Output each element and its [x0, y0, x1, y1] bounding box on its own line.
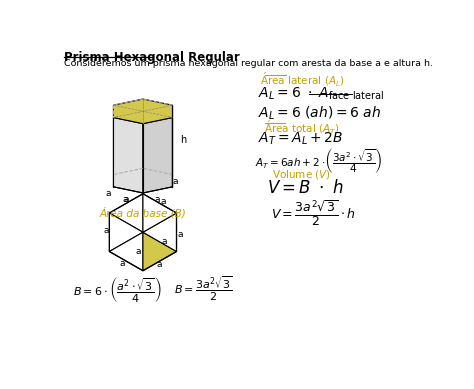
Text: $A_T=6ah+2\cdot\!\left(\dfrac{3a^2\cdot\sqrt{3}}{4}\right)$: $A_T=6ah+2\cdot\!\left(\dfrac{3a^2\cdot\… [255, 146, 383, 175]
Text: Consideremos um prisma hexagonal regular com aresta da base a e altura h.: Consideremos um prisma hexagonal regular… [64, 59, 433, 68]
Text: a: a [103, 226, 109, 235]
Text: a: a [162, 237, 167, 246]
Text: $B=6\cdot\left(\dfrac{a^2\cdot\sqrt{3}}{4}\right)$: $B=6\cdot\left(\dfrac{a^2\cdot\sqrt{3}}{… [73, 275, 162, 303]
Text: $\mathrm{Volume}\ (V)$: $\mathrm{Volume}\ (V)$ [273, 168, 331, 180]
Polygon shape [113, 117, 143, 193]
Text: $A_L = 6\ \cdot\ A_{\mathregular{face\ lateral}}$: $A_L = 6\ \cdot\ A_{\mathregular{face\ l… [258, 86, 384, 102]
Text: a: a [105, 189, 111, 198]
Text: $A_T = A_L + 2B$: $A_T = A_L + 2B$ [258, 131, 343, 147]
Text: $B=\dfrac{3a^2\sqrt{3}}{2}$: $B=\dfrac{3a^2\sqrt{3}}{2}$ [174, 275, 233, 303]
Text: a: a [173, 177, 178, 186]
Text: Prisma Hexagonal Regular: Prisma Hexagonal Regular [64, 51, 240, 64]
Polygon shape [109, 213, 143, 252]
Polygon shape [143, 117, 173, 193]
Text: a: a [157, 260, 163, 269]
Polygon shape [143, 194, 176, 232]
Text: a: a [161, 197, 166, 206]
Text: $V=\dfrac{3a^2\sqrt{3}}{2}\cdot h$: $V=\dfrac{3a^2\sqrt{3}}{2}\cdot h$ [271, 198, 356, 228]
Text: a: a [120, 259, 126, 268]
Text: $\mathrm{\'{A}rea\ total}\ (A_T)$: $\mathrm{\'{A}rea\ total}\ (A_T)$ [264, 118, 339, 136]
Text: a: a [155, 195, 161, 204]
Polygon shape [109, 232, 143, 271]
Text: a: a [177, 230, 183, 239]
Polygon shape [143, 213, 176, 252]
Text: a: a [136, 247, 141, 256]
Polygon shape [113, 99, 173, 124]
Text: $A_L = 6\ (ah) = 6\ ah$: $A_L = 6\ (ah) = 6\ ah$ [258, 104, 381, 122]
Text: h: h [180, 135, 186, 145]
Text: $\mathrm{\'{A}rea\ lateral}\ (A_L)$: $\mathrm{\'{A}rea\ lateral}\ (A_L)$ [259, 70, 344, 88]
Text: $V = B\ \cdot\ h$: $V = B\ \cdot\ h$ [267, 179, 344, 197]
Polygon shape [143, 232, 176, 271]
Polygon shape [109, 194, 143, 232]
Text: a: a [123, 195, 129, 204]
Text: Área da base (B): Área da base (B) [100, 207, 186, 218]
Text: a: a [122, 195, 128, 204]
